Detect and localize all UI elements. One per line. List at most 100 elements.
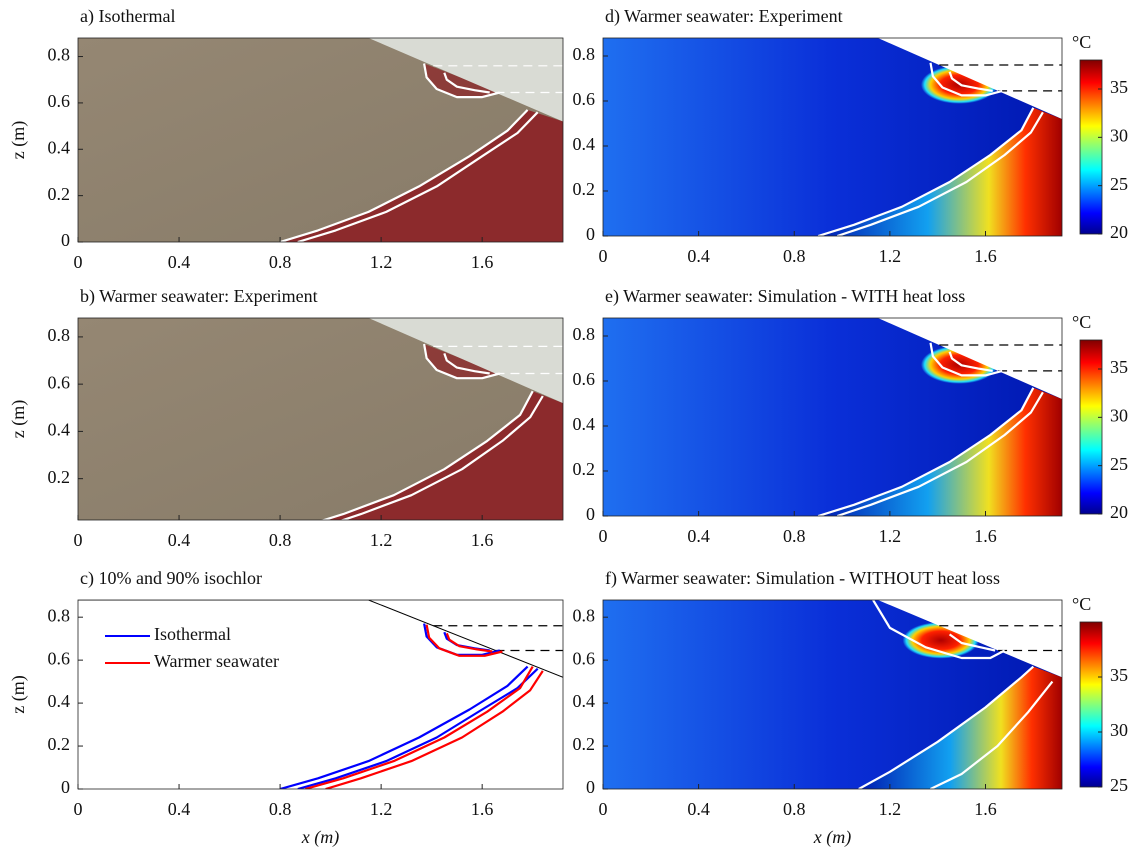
panel-title: c) 10% and 90% isochlor <box>80 568 262 589</box>
x-tick-label: 0.8 <box>783 799 806 819</box>
air-region <box>368 38 563 122</box>
x-tick-label: 0.4 <box>687 799 710 819</box>
colorbar <box>1079 59 1103 235</box>
plume-region <box>424 63 500 98</box>
x-axis-label: x (m) <box>813 827 851 848</box>
y-tick-label: 0 <box>586 504 595 524</box>
colorbar <box>1079 339 1103 515</box>
colorbar-tick-label: 30 <box>1110 720 1128 740</box>
colorbar-tick-label: 25 <box>1110 775 1128 795</box>
y-tick-label: 0.8 <box>48 605 71 625</box>
y-tick-label: 0.2 <box>48 184 71 204</box>
isochlor-line <box>279 623 539 789</box>
colorbar-tick-label: 25 <box>1110 454 1128 474</box>
saltwater-region <box>280 109 563 242</box>
colorbar-unit: °C <box>1072 594 1091 614</box>
isochlor-line <box>817 342 1044 516</box>
beach-line <box>78 600 563 678</box>
y-tick-label: 0.6 <box>573 648 596 668</box>
colorbar-tick-label: 35 <box>1110 665 1128 685</box>
y-tick-label: 0.6 <box>48 91 71 111</box>
x-tick-label: 1.6 <box>974 526 997 546</box>
x-tick-label: 0.4 <box>687 526 710 546</box>
y-tick-label: 0.2 <box>48 734 71 754</box>
y-tick-label: 0.2 <box>573 459 596 479</box>
x-tick-label: 0.4 <box>687 246 710 266</box>
y-tick-label: 0.2 <box>573 734 596 754</box>
y-tick-label: 0.2 <box>48 467 71 487</box>
x-tick-label: 0 <box>74 252 83 272</box>
x-tick-label: 1.2 <box>879 799 902 819</box>
y-tick-label: 0.4 <box>48 420 71 440</box>
colorbar-tick-label: 30 <box>1110 125 1128 145</box>
x-tick-label: 0 <box>599 526 608 546</box>
y-tick-label: 0.8 <box>573 605 596 625</box>
x-tick-label: 1.2 <box>370 252 393 272</box>
panel-title: f) Warmer seawater: Simulation - WITHOUT… <box>605 568 1000 589</box>
y-tick-label: 0.8 <box>48 325 71 345</box>
y-tick-label: 0.8 <box>573 44 596 64</box>
axes-frame <box>77 37 564 243</box>
isochlor-line <box>817 62 1044 236</box>
warm-region <box>818 387 1062 516</box>
y-tick-label: 0.6 <box>573 369 596 389</box>
isochlor-line <box>320 343 544 520</box>
colorbar-tick-label: 30 <box>1110 405 1128 425</box>
x-tick-label: 1.2 <box>370 799 393 819</box>
y-tick-label: 0.2 <box>573 179 596 199</box>
colorbar-tick-label: 35 <box>1110 77 1128 97</box>
colorbar-tick-label: 20 <box>1110 502 1128 522</box>
legend-label: Warmer seawater <box>154 651 279 671</box>
y-tick-label: 0.4 <box>48 137 71 157</box>
air-region <box>877 38 1062 119</box>
x-tick-label: 0.8 <box>269 530 292 550</box>
colorbar-tick-label: 20 <box>1110 222 1128 242</box>
axes-frame <box>602 37 1063 237</box>
isochlor-line <box>858 600 1054 789</box>
x-tick-label: 0 <box>74 530 83 550</box>
y-tick-label: 0.6 <box>48 648 71 668</box>
x-tick-label: 1.2 <box>879 246 902 266</box>
x-tick-label: 0 <box>599 799 608 819</box>
warm-region <box>818 107 1062 236</box>
isochlor-line <box>305 624 544 789</box>
panel-title: b) Warmer seawater: Experiment <box>80 286 318 307</box>
y-tick-label: 0 <box>586 224 595 244</box>
y-axis-label: z (m) <box>8 675 29 713</box>
saltwater-region <box>324 391 563 520</box>
legend-label: Isothermal <box>154 624 231 644</box>
x-tick-label: 0.4 <box>168 252 191 272</box>
colorbar-tick-label: 25 <box>1110 174 1128 194</box>
y-tick-label: 0.6 <box>573 89 596 109</box>
y-tick-label: 0 <box>61 230 70 250</box>
y-tick-label: 0 <box>586 777 595 797</box>
axes-frame <box>602 317 1063 517</box>
colorbar <box>1079 621 1103 788</box>
x-tick-label: 1.2 <box>370 530 393 550</box>
x-tick-label: 1.6 <box>974 799 997 819</box>
y-axis-label: z (m) <box>8 400 29 438</box>
air-region <box>877 600 1062 678</box>
x-axis-label: x (m) <box>301 827 339 848</box>
x-tick-label: 0 <box>74 799 83 819</box>
axes-frame <box>77 317 564 521</box>
x-tick-label: 0.8 <box>269 799 292 819</box>
x-tick-label: 0.4 <box>168 799 191 819</box>
y-tick-label: 0.8 <box>48 45 71 65</box>
y-tick-label: 0.4 <box>573 134 596 154</box>
x-tick-label: 1.6 <box>471 252 494 272</box>
x-tick-label: 1.6 <box>471 799 494 819</box>
y-axis-label: z (m) <box>8 121 29 159</box>
y-tick-label: 0.4 <box>573 414 596 434</box>
axes-frame <box>602 599 1063 790</box>
air-region <box>877 318 1062 399</box>
panel-title: e) Warmer seawater: Simulation - WITH he… <box>605 286 965 307</box>
x-tick-label: 0 <box>599 246 608 266</box>
axes-frame <box>77 599 564 790</box>
y-tick-label: 0.4 <box>48 691 71 711</box>
x-tick-label: 0.8 <box>783 526 806 546</box>
colorbar-unit: °C <box>1072 312 1091 332</box>
y-tick-label: 0 <box>61 777 70 797</box>
